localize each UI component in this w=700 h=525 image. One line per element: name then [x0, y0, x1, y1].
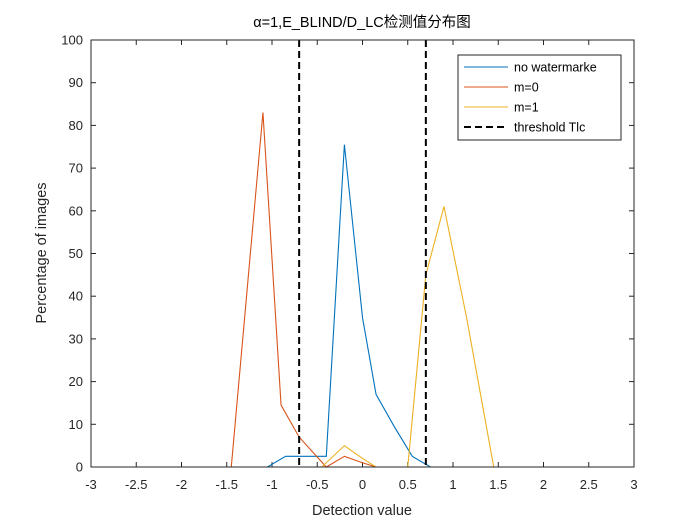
x-tick-label: 1 — [449, 477, 456, 492]
y-tick-label: 80 — [69, 118, 83, 133]
x-tick-label: 0.5 — [399, 477, 417, 492]
x-tick-label: -1 — [266, 477, 278, 492]
x-tick-label: -2 — [176, 477, 188, 492]
x-tick-label: -1.5 — [216, 477, 238, 492]
y-tick-label: 90 — [69, 75, 83, 90]
legend-label: threshold Tlc — [514, 121, 585, 135]
legend-box — [457, 54, 622, 141]
legend: no watermarke m=0 m=1 threshold Tlc — [457, 54, 622, 141]
x-tick-label: 2 — [540, 477, 547, 492]
x-axis-label: Detection value — [312, 503, 412, 519]
axes-frame — [90, 39, 635, 468]
series-line-0 — [91, 144, 634, 468]
y-tick-label: 40 — [69, 289, 83, 304]
y-axis-ticks: 0 10 20 30 40 50 60 70 80 90 100 — [61, 33, 634, 475]
x-tick-label: 3 — [630, 477, 637, 492]
y-tick-label: 30 — [69, 331, 83, 346]
series-line-1 — [91, 112, 634, 468]
legend-label: m=1 — [514, 101, 539, 115]
y-tick-label: 100 — [61, 33, 83, 48]
x-tick-label: 0 — [359, 477, 366, 492]
y-tick-label: 0 — [76, 460, 83, 475]
x-axis-ticks: -3 -2.5 -2 -1.5 -1 -0.5 0 0.5 1 1.5 2 2.5 3 — [85, 40, 638, 492]
legend-label: no watermarke — [514, 61, 597, 75]
chart-title: α=1,E_BLIND/D_LC检测值分布图 — [253, 14, 471, 31]
y-tick-label: 50 — [69, 246, 83, 261]
y-tick-label: 10 — [69, 417, 83, 432]
x-tick-label: -3 — [85, 477, 97, 492]
y-tick-label: 20 — [69, 374, 83, 389]
threshold-layer — [298, 40, 427, 467]
axes-box — [90, 39, 635, 468]
y-tick-label: 70 — [69, 161, 83, 176]
x-tick-label: -0.5 — [306, 477, 328, 492]
x-tick-label: 1.5 — [489, 477, 507, 492]
y-axis-label: Percentage of images — [34, 182, 50, 323]
x-tick-label: 2.5 — [580, 477, 598, 492]
legend-label: m=0 — [514, 81, 539, 95]
y-tick-label: 60 — [69, 203, 83, 218]
x-tick-label: -2.5 — [125, 477, 147, 492]
